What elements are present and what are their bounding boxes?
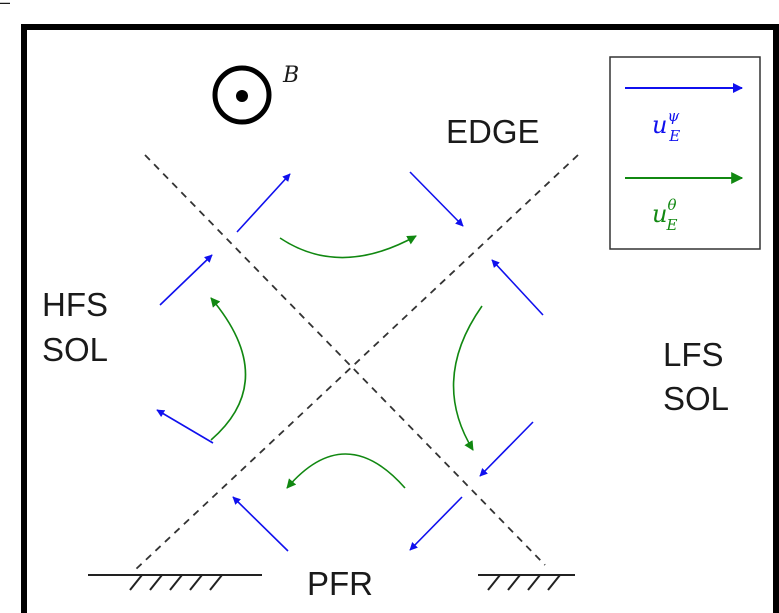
legend-box bbox=[609, 56, 761, 250]
lfs-sol-label-line1: LFS bbox=[663, 336, 724, 373]
lfs-sol-label-line2: SOL bbox=[663, 380, 729, 417]
poloidal-arrow-bottom bbox=[286, 453, 406, 489]
radial-arrow-upper-left-1 bbox=[236, 173, 291, 233]
hfs-sol-label-line1: HFS bbox=[42, 286, 108, 323]
bfield-out-of-plane-icon bbox=[212, 65, 272, 125]
poloidal-arrow-left bbox=[210, 297, 247, 441]
legend-poloidal-label: uθ E bbox=[652, 196, 678, 234]
diagram-frame bbox=[21, 24, 779, 613]
radial-arrow-upper-right-1 bbox=[409, 171, 464, 227]
divertor-plate-left bbox=[88, 574, 262, 591]
poloidal-arrow-right bbox=[452, 305, 483, 451]
radial-arrow-lower-left-1 bbox=[156, 409, 214, 444]
cropped-label-fragment: – bbox=[0, 0, 10, 12]
radial-arrow-lower-right-1 bbox=[479, 421, 534, 477]
divertor-plate-right bbox=[478, 574, 575, 591]
edge-label: EDGE bbox=[446, 113, 540, 150]
separatrix-leg-1 bbox=[144, 154, 546, 566]
legend-radial-label: uψ E bbox=[652, 107, 680, 145]
hfs-sol-label-line2: SOL bbox=[42, 331, 108, 368]
radial-arrow-upper-right-2 bbox=[491, 259, 544, 316]
separatrix-leg-2 bbox=[134, 154, 579, 571]
poloidal-arrow-top bbox=[279, 235, 417, 259]
radial-arrow-lower-right-2 bbox=[409, 496, 463, 551]
bfield-label: B bbox=[282, 63, 299, 88]
poloidal-drift-arrows bbox=[210, 235, 483, 489]
radial-drift-arrows bbox=[156, 171, 544, 552]
pfr-label: PFR bbox=[307, 565, 373, 602]
radial-arrow-upper-left-2 bbox=[159, 254, 213, 306]
legend: uψ E uθ E bbox=[609, 56, 761, 250]
radial-arrow-lower-left-2 bbox=[232, 496, 289, 552]
